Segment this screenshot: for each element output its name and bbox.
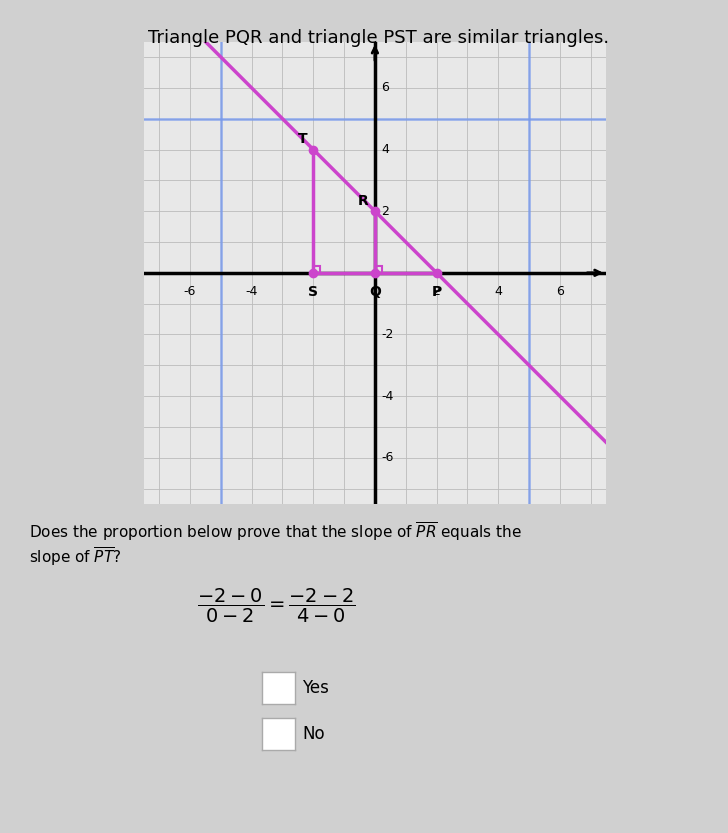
Text: -4: -4 (381, 390, 393, 402)
Text: S: S (308, 285, 318, 299)
Text: 6: 6 (381, 82, 389, 94)
Text: $\dfrac{-2-0}{0-2} = \dfrac{-2-2}{4-0}$: $\dfrac{-2-0}{0-2} = \dfrac{-2-2}{4-0}$ (197, 587, 356, 626)
Text: slope of $\overline{PT}$?: slope of $\overline{PT}$? (29, 546, 122, 568)
Text: 2: 2 (432, 285, 440, 298)
Text: Yes: Yes (302, 679, 329, 697)
Text: -2: -2 (381, 328, 393, 341)
Text: -6: -6 (183, 285, 196, 298)
Text: 4: 4 (494, 285, 502, 298)
Text: 6: 6 (556, 285, 563, 298)
Text: T: T (298, 132, 307, 147)
Text: 2: 2 (381, 205, 389, 217)
Text: No: No (302, 725, 325, 743)
Text: 4: 4 (381, 143, 389, 156)
Text: Triangle PQR and triangle PST are similar triangles.: Triangle PQR and triangle PST are simila… (148, 29, 609, 47)
Bar (375, 266, 381, 273)
Text: -6: -6 (381, 451, 393, 464)
Text: -4: -4 (245, 285, 258, 298)
Text: Does the proportion below prove that the slope of $\overline{PR}$ equals the: Does the proportion below prove that the… (29, 521, 522, 543)
Bar (313, 266, 320, 273)
Text: P: P (432, 285, 442, 299)
Text: Q: Q (369, 285, 381, 299)
Text: R: R (358, 194, 369, 208)
